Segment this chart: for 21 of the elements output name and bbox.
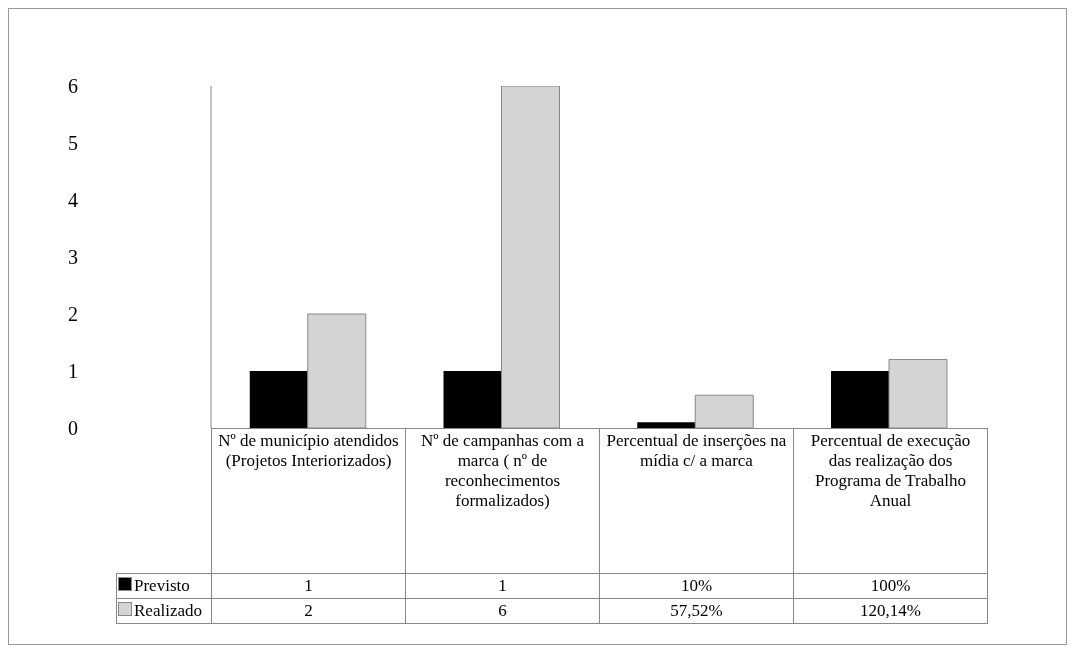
data-label: 2 xyxy=(211,598,406,624)
y-tick-label: 5 xyxy=(68,132,78,155)
y-tick-label: 1 xyxy=(68,360,78,383)
y-tick-label: 2 xyxy=(68,303,78,326)
legend-label: Realizado xyxy=(116,598,212,624)
y-tick-label: 4 xyxy=(68,189,78,212)
data-label: 1 xyxy=(405,573,600,599)
legend-label: Previsto xyxy=(116,573,212,599)
data-label: 120,14% xyxy=(793,598,988,624)
y-tick-label: 0 xyxy=(68,417,78,440)
data-label: 57,52% xyxy=(599,598,794,624)
data-label: 100% xyxy=(793,573,988,599)
x-tick-label: Percentual de inserções na mídia c/ a marca xyxy=(599,428,794,574)
data-label: 1 xyxy=(211,573,406,599)
x-tick-label: Nº de campanhas com a marca ( nº de reconhecimentos formalizados) xyxy=(405,428,600,574)
data-label: 10% xyxy=(599,573,794,599)
x-tick-label: Nº de município atendidos (Projetos Interiorizados) xyxy=(211,428,406,574)
data-label: 6 xyxy=(405,598,600,624)
y-tick-label: 6 xyxy=(68,75,78,98)
y-tick-label: 3 xyxy=(68,246,78,269)
x-tick-label: Percentual de execução das realização dos Programa de Trabalho Anual xyxy=(793,428,988,574)
